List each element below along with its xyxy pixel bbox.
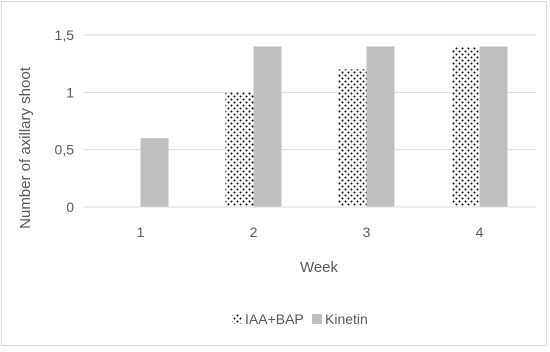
bar-iaa-bap-week-2 — [225, 92, 254, 207]
legend: IAA+BAP Kinetin — [232, 311, 368, 327]
chart-area: 0 0,5 1 1,5 1 2 3 4 Number of axillary shoot We… — [1, 1, 547, 346]
x-tick-label: 4 — [476, 224, 484, 240]
legend-label: Kinetin — [325, 311, 368, 327]
y-tick-label: 0 — [66, 199, 74, 215]
y-tick-label: 0,5 — [55, 142, 75, 158]
bar-kinetin-week-2 — [253, 46, 282, 207]
bar-chart: 0 0,5 1 1,5 1 2 3 4 Number of axillary shoot We… — [17, 27, 536, 327]
bar-kinetin-week-4 — [479, 46, 508, 207]
legend-item: Kinetin — [312, 311, 368, 327]
y-tick-label: 1,5 — [55, 27, 75, 43]
axes: 0 0,5 1 1,5 1 2 3 4 — [55, 27, 536, 240]
bars — [140, 46, 508, 208]
legend-swatch — [312, 314, 322, 324]
y-axis-title: Number of axillary shoot — [17, 66, 34, 229]
x-tick-label: 3 — [363, 224, 371, 240]
x-tick-label: 1 — [137, 224, 145, 240]
bar-iaa-bap-week-4 — [451, 46, 480, 207]
bar-kinetin-week-1 — [140, 138, 169, 207]
bar-kinetin-week-3 — [366, 46, 395, 207]
y-tick-label: 1 — [66, 84, 74, 100]
x-axis-title: Week — [300, 259, 339, 276]
legend-item: IAA+BAP — [232, 311, 304, 327]
bar-iaa-bap-week-3 — [338, 69, 367, 208]
legend-swatch — [232, 314, 242, 324]
legend-label: IAA+BAP — [245, 311, 304, 327]
x-tick-label: 2 — [250, 224, 258, 240]
